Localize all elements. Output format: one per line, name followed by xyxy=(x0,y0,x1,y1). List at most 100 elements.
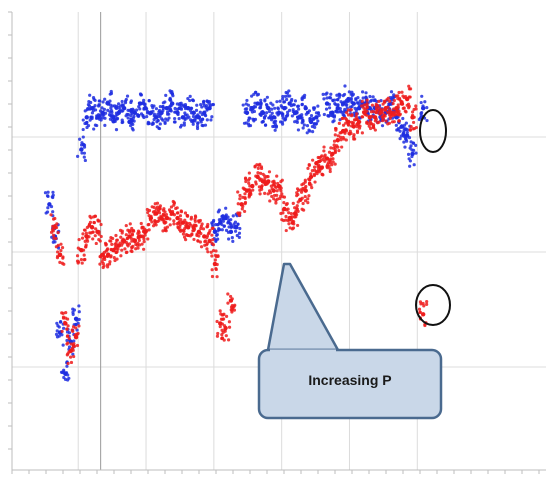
data-dot xyxy=(353,106,357,110)
data-dot xyxy=(388,99,392,103)
data-dot xyxy=(303,194,307,199)
data-dot xyxy=(306,197,310,201)
data-dot xyxy=(72,308,77,312)
data-dot xyxy=(287,89,291,93)
data-dot xyxy=(218,324,222,329)
data-dot xyxy=(130,126,134,131)
data-point-core xyxy=(260,110,266,115)
data-point-core xyxy=(276,183,282,189)
data-dot xyxy=(341,94,345,98)
data-dot xyxy=(102,250,107,254)
data-dot xyxy=(108,117,113,121)
data-dot xyxy=(199,226,203,231)
data-dot xyxy=(71,325,76,329)
data-dot xyxy=(329,146,333,150)
data-dot xyxy=(373,98,377,103)
data-dot xyxy=(414,125,419,130)
data-dot xyxy=(124,223,128,228)
data-point-core xyxy=(223,215,228,221)
data-dot xyxy=(329,92,333,96)
data-dot xyxy=(327,106,332,110)
data-dot xyxy=(263,176,267,181)
data-point xyxy=(150,107,162,131)
data-dot xyxy=(97,103,101,107)
data-dot xyxy=(295,119,299,123)
data-point-core xyxy=(335,105,340,111)
data-dot xyxy=(88,214,92,218)
data-dot xyxy=(65,338,69,343)
data-dot xyxy=(284,203,288,207)
data-dot xyxy=(346,108,351,112)
data-dot xyxy=(307,194,311,198)
data-dot xyxy=(164,213,169,217)
data-dot xyxy=(224,314,229,318)
data-dot xyxy=(340,145,344,149)
data-dot xyxy=(401,131,406,135)
data-dot xyxy=(82,155,86,159)
data-dot xyxy=(380,124,385,128)
data-dot xyxy=(353,137,357,141)
data-dot xyxy=(267,116,271,120)
data-dot xyxy=(204,103,209,108)
data-dot xyxy=(56,231,60,235)
data-dot xyxy=(397,90,401,95)
data-dot xyxy=(205,247,209,251)
data-point-core xyxy=(105,252,111,257)
data-dot xyxy=(252,109,256,114)
data-dot xyxy=(56,243,60,247)
data-dot xyxy=(87,235,91,239)
data-dot xyxy=(91,96,96,100)
data-dot xyxy=(103,97,107,101)
data-dot xyxy=(321,173,325,177)
data-point xyxy=(220,314,232,342)
data-dot xyxy=(172,219,176,223)
data-dot xyxy=(80,261,84,265)
data-dot xyxy=(333,150,337,154)
data-dot xyxy=(198,110,202,114)
data-dot xyxy=(327,114,331,118)
data-dot xyxy=(370,122,374,126)
data-dot xyxy=(177,116,181,121)
data-dot xyxy=(183,116,187,121)
data-dot xyxy=(211,102,216,107)
data-dot xyxy=(215,319,219,324)
data-dot xyxy=(151,224,156,228)
data-dot xyxy=(339,138,343,142)
data-dot xyxy=(188,98,192,103)
data-dot xyxy=(139,112,144,116)
data-dot xyxy=(183,211,188,215)
data-dot xyxy=(153,202,157,206)
data-dot xyxy=(301,95,305,99)
data-dot xyxy=(425,302,429,306)
data-dot xyxy=(93,214,98,218)
data-dot xyxy=(322,97,326,101)
data-dot xyxy=(338,131,342,135)
data-dot xyxy=(132,114,136,119)
data-dot xyxy=(205,118,209,122)
data-dot xyxy=(325,96,329,100)
data-point xyxy=(381,96,392,123)
data-dot xyxy=(195,103,199,107)
data-dot xyxy=(354,98,358,102)
data-dot xyxy=(283,94,288,98)
data-dot xyxy=(191,114,196,119)
data-dot xyxy=(354,109,358,113)
data-point-core xyxy=(73,316,79,322)
data-dot xyxy=(61,343,65,347)
data-dot xyxy=(364,95,368,100)
data-dot xyxy=(396,103,400,107)
data-dot xyxy=(113,245,118,250)
data-dot xyxy=(169,90,173,95)
data-dot xyxy=(98,99,102,103)
data-dot xyxy=(161,105,165,109)
data-dot xyxy=(273,106,277,110)
data-dot xyxy=(275,100,279,104)
data-point xyxy=(401,84,413,114)
annotation-marks xyxy=(257,109,451,420)
data-dot xyxy=(173,116,177,121)
data-point-core xyxy=(159,110,164,115)
data-dot xyxy=(183,218,187,222)
data-point-core xyxy=(186,105,191,111)
data-point-core xyxy=(228,229,234,235)
data-dot xyxy=(193,217,197,221)
